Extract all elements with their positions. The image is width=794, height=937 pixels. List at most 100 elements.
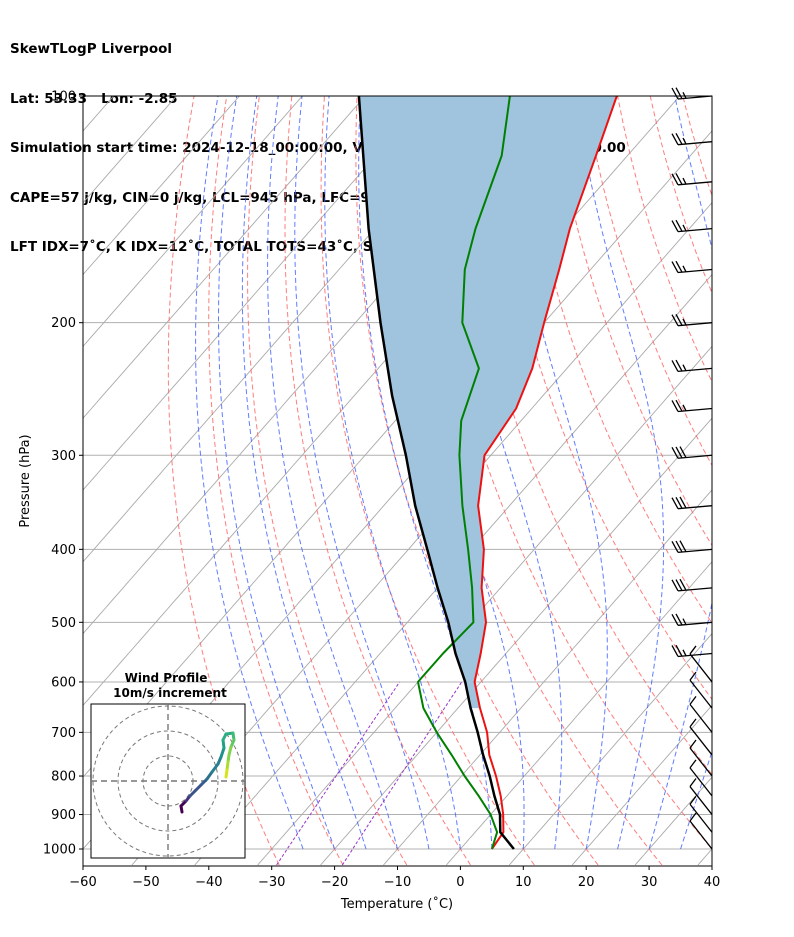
x-axis-label: Temperature (˚C): [340, 896, 453, 912]
inset-content: [91, 704, 245, 858]
wind-barb: [671, 578, 713, 592]
isotherm-line: [83, 96, 555, 635]
x-tick-label: −10: [384, 875, 411, 890]
y-tick-label: 400: [51, 543, 76, 558]
y-tick-label: 300: [51, 449, 76, 464]
hodograph-segment: [224, 768, 229, 779]
y-tick-label: 200: [51, 316, 76, 331]
mixing-ratio-line: [341, 681, 463, 866]
wind-barb: [671, 644, 713, 658]
x-tick-label: 0: [456, 875, 464, 890]
dry-adiabat: [552, 96, 712, 547]
isotherm-line: [83, 96, 366, 419]
isotherm-line: [383, 489, 712, 866]
isotherm-line: [634, 776, 712, 866]
moist-adiabat: [294, 96, 430, 850]
dry-adiabat: [617, 96, 712, 383]
moist-adiabat: [575, 96, 665, 850]
y-tick-label: 600: [51, 675, 76, 690]
wind-barb: [671, 314, 713, 327]
wind-barb: [671, 613, 713, 626]
inset-title: Wind Profile: [125, 671, 208, 685]
hodograph-segment: [210, 762, 220, 774]
moist-adiabat: [324, 96, 461, 850]
wind-barb: [689, 695, 713, 733]
isotherm-line: [571, 704, 712, 866]
x-tick-label: −50: [132, 875, 159, 890]
moist-adiabat: [711, 847, 712, 849]
dry-adiabat: [781, 96, 794, 865]
dry-adiabat: [247, 96, 408, 866]
x-tick-label: 20: [578, 875, 595, 890]
dry-adiabat: [208, 96, 344, 866]
cape-area: [358, 96, 617, 709]
y-axis-label: Pressure (hPa): [18, 434, 33, 527]
dewpoint-line: [417, 96, 511, 850]
profile-lines: [357, 96, 618, 850]
title-line: SkewTLogP Liverpool: [10, 41, 172, 57]
y-tick-label: 700: [51, 726, 76, 741]
dry-adiabat: [167, 96, 280, 866]
moist-adiabat: [195, 96, 304, 850]
wind-barb: [689, 718, 713, 756]
wind-barb: [671, 260, 713, 274]
wind-barb: [671, 219, 713, 233]
parcel-line: [357, 96, 515, 850]
wind-barb: [671, 359, 713, 373]
isotherm-line: [508, 632, 712, 866]
wind-barb: [671, 496, 713, 510]
moist-adiabat: [218, 96, 336, 850]
moist-adiabat: [443, 96, 563, 850]
wind-barb: [671, 173, 713, 186]
dry-adiabat: [519, 96, 712, 624]
location-line: Lat: 53.33 Lon: -2.85: [10, 90, 178, 107]
dry-adiabat: [486, 96, 712, 701]
isotherm-line: [83, 96, 429, 491]
mixing-ratio-line: [276, 681, 401, 866]
isotherm-line: [83, 96, 492, 563]
moist-adiabat: [241, 96, 367, 850]
moist-adiabat: [358, 96, 493, 850]
x-tick-label: −60: [69, 875, 96, 890]
moist-adiabat: [648, 96, 712, 850]
isotherm-line: [83, 96, 618, 707]
cape-fill: [358, 96, 617, 709]
moist-adiabat: [744, 96, 794, 849]
wind-profile-inset: Wind Profile 10m/s increment: [90, 671, 246, 859]
wind-barb: [671, 446, 713, 459]
dry-adiabat: [748, 96, 794, 865]
y-tick-label: 800: [51, 770, 76, 785]
x-tick-label: −40: [195, 875, 222, 890]
wind-barb: [689, 795, 713, 833]
x-tick-label: 40: [704, 875, 721, 890]
wind-barb: [671, 133, 713, 146]
wind-barb: [671, 540, 713, 553]
wind-barb: [689, 671, 713, 709]
dry-adiabat: [682, 96, 712, 198]
wind-barb: [689, 759, 713, 797]
x-tick-label: −30: [258, 875, 285, 890]
y-tick-label: 900: [51, 808, 76, 823]
wind-barbs: [671, 87, 713, 850]
x-tick-label: 30: [641, 875, 658, 890]
y-tick-label: 1000: [43, 843, 76, 858]
dry-adiabat: [649, 96, 712, 294]
dry-adiabat: [715, 96, 794, 865]
wind-barb: [689, 812, 713, 850]
isotherm-line: [320, 417, 712, 866]
y-tick-label: 500: [51, 616, 76, 631]
wind-barb: [671, 399, 713, 413]
wind-barb: [689, 739, 713, 777]
wind-barb: [689, 778, 713, 815]
wind-barb: [689, 645, 713, 683]
hodograph-segment: [219, 746, 226, 759]
dry-adiabat: [584, 96, 712, 467]
inset-subtitle: 10m/s increment: [113, 686, 227, 700]
x-tick-label: 10: [515, 875, 532, 890]
inset-ring: [117, 730, 219, 832]
isotherm-line: [446, 561, 712, 866]
x-tick-label: −20: [321, 875, 348, 890]
temperature-line: [473, 96, 618, 850]
